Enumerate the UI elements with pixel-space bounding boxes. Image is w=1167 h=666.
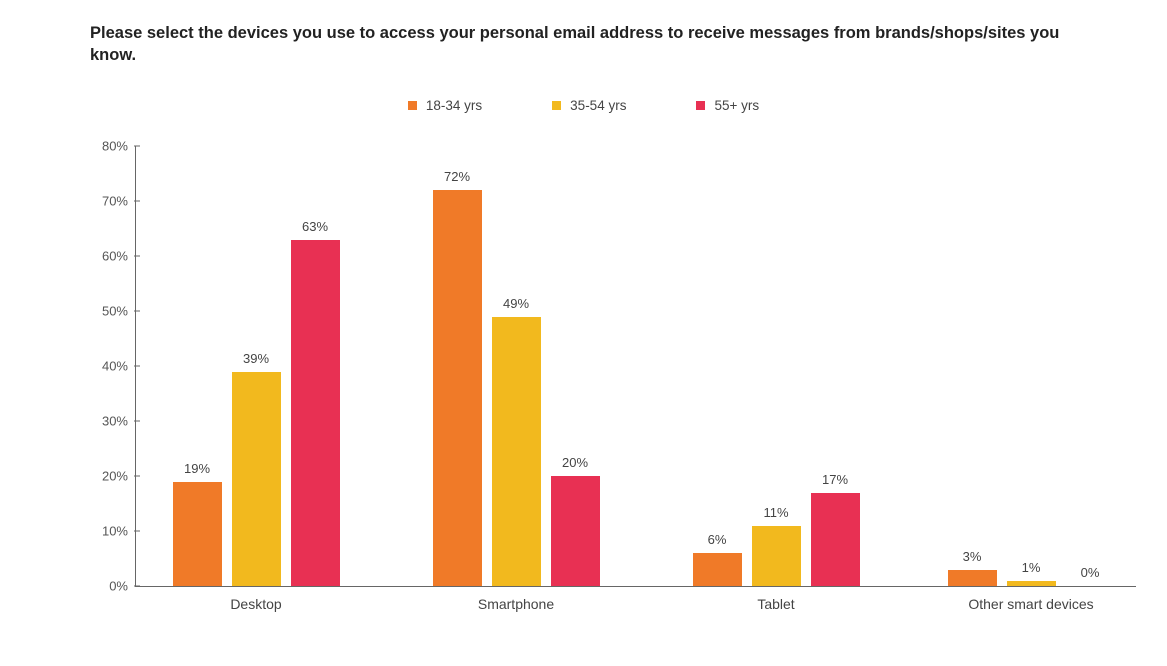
x-axis-category: Desktop — [230, 596, 281, 612]
legend-item: 18-34 yrs — [408, 98, 482, 113]
bar: 6% — [693, 553, 742, 586]
bar-value-label: 19% — [184, 461, 210, 476]
bar-value-label: 11% — [763, 505, 788, 520]
chart-plot-area: 0%10%20%30%40%50%60%70%80%Desktop19%39%6… — [135, 146, 1136, 587]
x-axis-category: Other smart devices — [968, 596, 1093, 612]
bar: 20% — [551, 476, 600, 586]
bar-value-label: 49% — [503, 296, 529, 311]
y-axis-tick: 40% — [82, 359, 128, 374]
legend-item: 35-54 yrs — [552, 98, 626, 113]
legend-swatch-icon — [552, 101, 561, 110]
legend-swatch-icon — [408, 101, 417, 110]
legend-label: 35-54 yrs — [570, 98, 626, 113]
bar: 63% — [291, 240, 340, 587]
legend-item: 55+ yrs — [696, 98, 759, 113]
bar: 39% — [232, 372, 281, 587]
y-axis-tick: 10% — [82, 524, 128, 539]
bar: 1% — [1007, 581, 1056, 587]
y-axis-tick: 60% — [82, 249, 128, 264]
legend-label: 18-34 yrs — [426, 98, 482, 113]
bar: 72% — [433, 190, 482, 586]
y-axis-tick: 80% — [82, 139, 128, 154]
bar-value-label: 1% — [1022, 560, 1041, 575]
bar-value-label: 3% — [963, 549, 982, 564]
legend-swatch-icon — [696, 101, 705, 110]
bar: 11% — [752, 526, 801, 587]
bar-value-label: 39% — [243, 351, 269, 366]
legend-label: 55+ yrs — [714, 98, 759, 113]
bar-value-label: 6% — [708, 532, 727, 547]
bar-value-label: 20% — [562, 455, 588, 470]
y-axis-tick: 70% — [82, 194, 128, 209]
y-axis-tick: 0% — [82, 579, 128, 594]
y-axis-tick: 50% — [82, 304, 128, 319]
y-axis-tick: 20% — [82, 469, 128, 484]
bar-value-label: 0% — [1081, 565, 1100, 580]
bar-value-label: 17% — [822, 472, 848, 487]
bar: 17% — [811, 493, 860, 587]
bar: 19% — [173, 482, 222, 587]
chart-legend: 18-34 yrs 35-54 yrs 55+ yrs — [0, 98, 1167, 113]
y-axis-tick: 30% — [82, 414, 128, 429]
x-axis-category: Smartphone — [478, 596, 554, 612]
bar: 49% — [492, 317, 541, 587]
bar-value-label: 63% — [302, 219, 328, 234]
bar-value-label: 72% — [444, 169, 470, 184]
chart-title: Please select the devices you use to acc… — [90, 22, 1090, 67]
x-axis-category: Tablet — [757, 596, 794, 612]
bar: 3% — [948, 570, 997, 587]
